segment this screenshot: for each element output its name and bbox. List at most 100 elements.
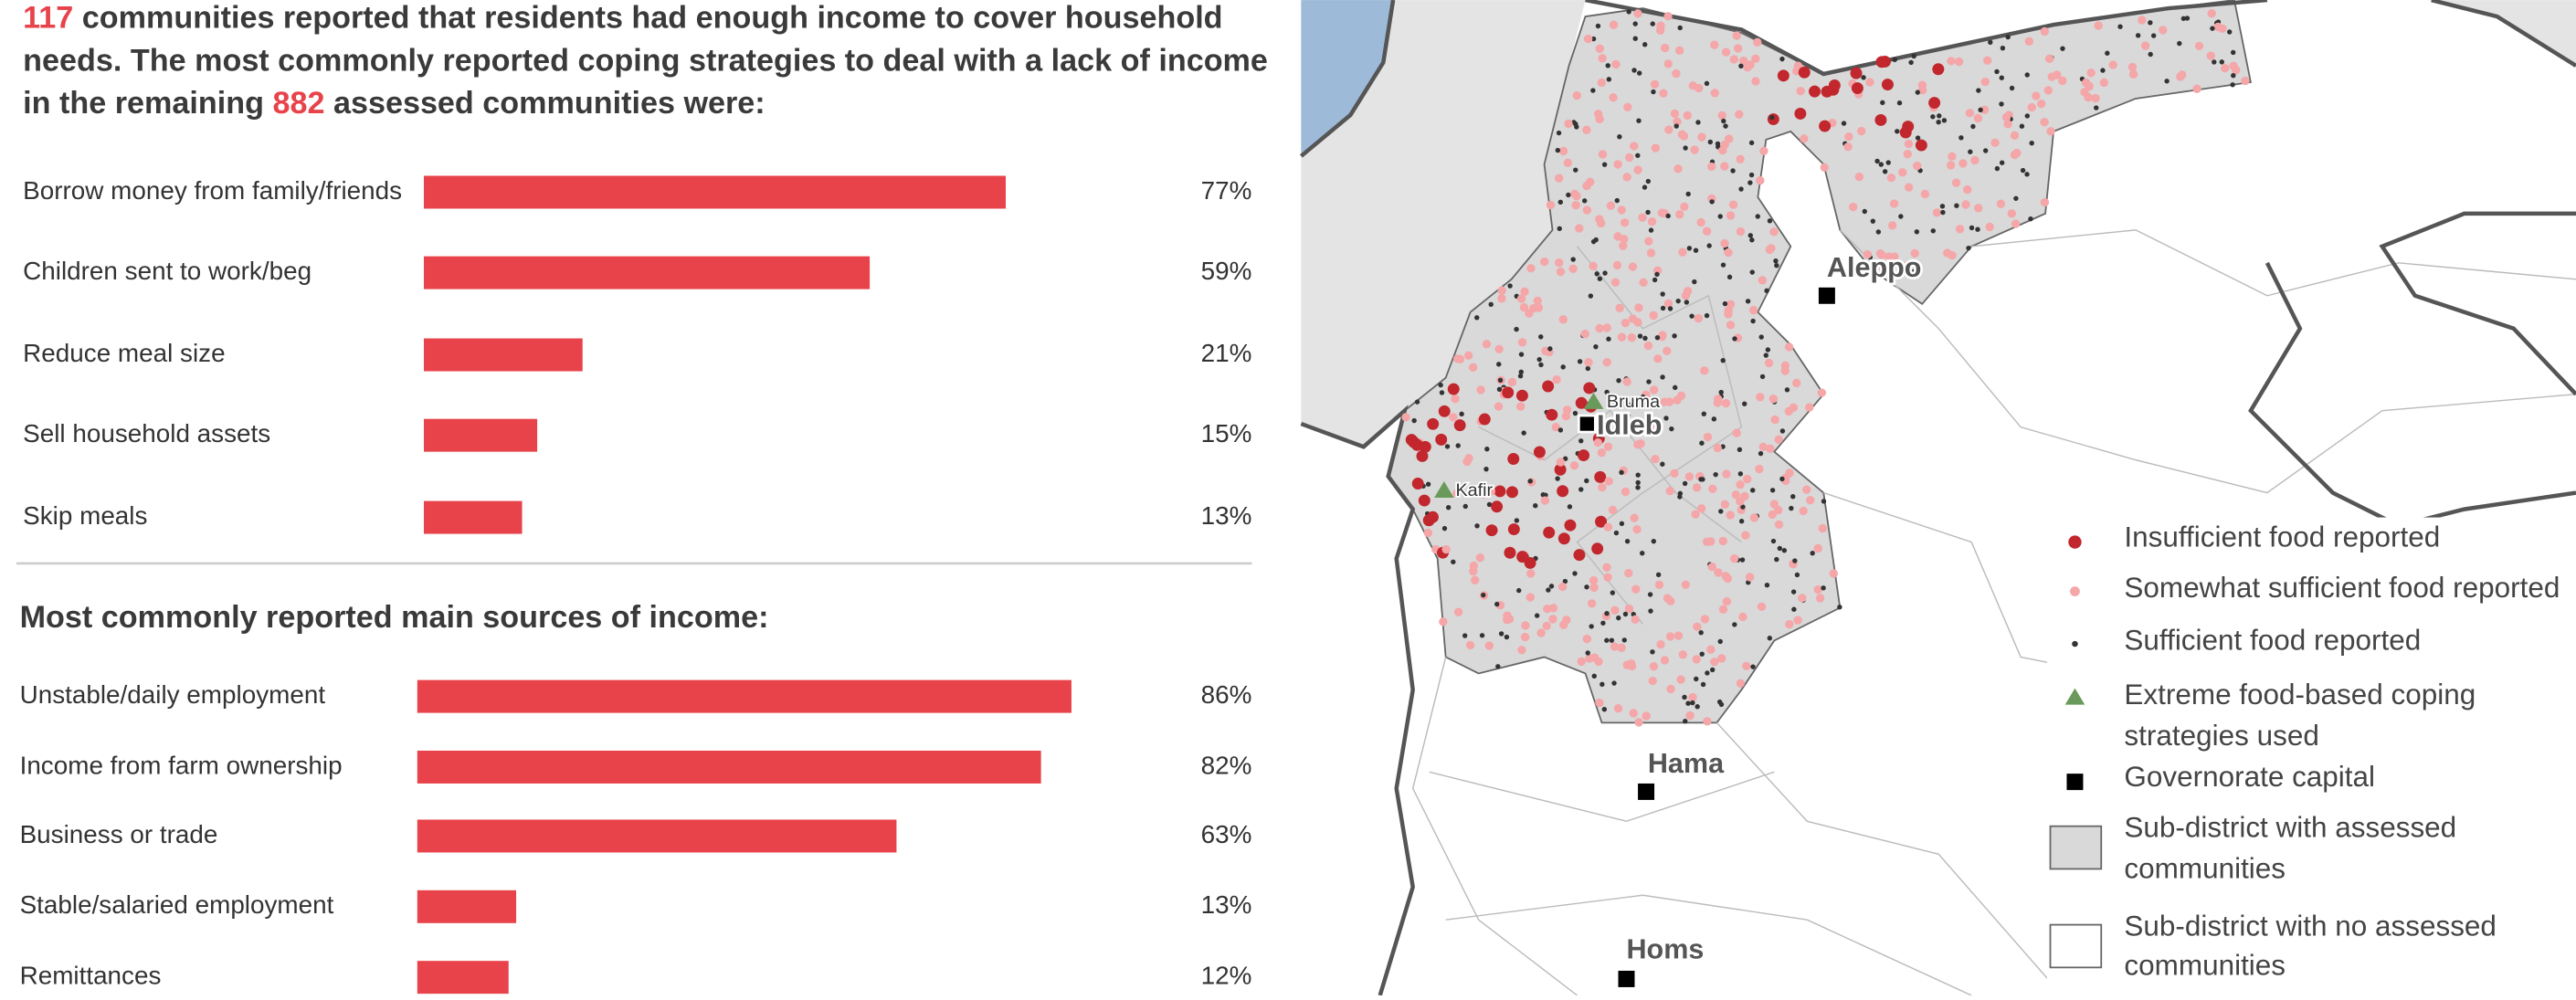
community-dot bbox=[1619, 241, 1628, 250]
legend-label: Sufficient food reported bbox=[2124, 625, 2421, 657]
community-dot bbox=[1799, 506, 1808, 516]
community-dot bbox=[1533, 503, 1538, 509]
community-dot bbox=[2085, 81, 2094, 91]
community-dot bbox=[1665, 486, 1674, 496]
community-dot bbox=[1790, 589, 1797, 595]
community-dot bbox=[1753, 37, 1762, 47]
community-dot bbox=[1638, 213, 1647, 222]
community-dot bbox=[1503, 611, 1512, 620]
community-dot bbox=[1758, 334, 1764, 340]
community-dot bbox=[1700, 615, 1710, 624]
community-dot bbox=[1631, 584, 1641, 594]
community-dot bbox=[1721, 572, 1730, 581]
community-dot bbox=[1688, 692, 1697, 702]
community-dot bbox=[1425, 481, 1431, 487]
community-dot bbox=[1722, 300, 1728, 307]
community-dot bbox=[1968, 149, 1973, 154]
community-dot bbox=[1494, 344, 1504, 354]
community-dot bbox=[1452, 489, 1462, 499]
community-dot bbox=[1582, 125, 1591, 134]
community-dot bbox=[1449, 413, 1458, 422]
highlight-number: 882 bbox=[272, 86, 324, 121]
community-dot bbox=[1703, 432, 1713, 442]
community-dot bbox=[1504, 546, 1516, 559]
community-dot bbox=[1692, 655, 1701, 664]
community-dot bbox=[1659, 89, 1668, 98]
community-dot bbox=[1622, 377, 1631, 386]
place-label: Bruma bbox=[1607, 392, 1660, 412]
community-dot bbox=[1732, 428, 1741, 437]
community-dot bbox=[1690, 700, 1695, 706]
community-dot bbox=[2231, 73, 2236, 79]
community-dot bbox=[1555, 147, 1561, 153]
community-dot bbox=[1820, 163, 1829, 173]
community-dot bbox=[1645, 178, 1652, 184]
community-dot bbox=[1955, 225, 1965, 234]
community-dot bbox=[1578, 449, 1590, 462]
community-dot bbox=[1604, 637, 1610, 643]
community-dot bbox=[1526, 569, 1536, 578]
community-dot bbox=[1650, 79, 1660, 89]
community-dot bbox=[1763, 353, 1769, 358]
community-dot bbox=[1889, 199, 1899, 208]
community-dot bbox=[1875, 229, 1882, 235]
community-dot bbox=[1635, 479, 1641, 486]
community-dot bbox=[1700, 477, 1705, 482]
community-dot bbox=[1589, 624, 1594, 629]
legend-label: Extreme food-based coping bbox=[2124, 679, 2476, 711]
community-dot bbox=[1692, 279, 1697, 285]
community-dot bbox=[1730, 168, 1736, 174]
community-dot bbox=[1547, 346, 1553, 352]
community-dot bbox=[1743, 474, 1752, 484]
community-dot bbox=[2000, 45, 2006, 51]
legend-background bbox=[2046, 517, 2576, 995]
community-dot bbox=[1675, 46, 1684, 56]
community-dot bbox=[1758, 276, 1768, 285]
community-dot bbox=[1548, 615, 1557, 624]
community-dot bbox=[1453, 607, 1463, 616]
community-dot bbox=[1529, 303, 1538, 313]
community-dot bbox=[1604, 477, 1613, 486]
community-dot bbox=[2210, 26, 2215, 31]
community-dot bbox=[1583, 382, 1596, 395]
community-dot bbox=[1621, 487, 1631, 497]
community-dot bbox=[2105, 50, 2110, 56]
community-dot bbox=[2232, 66, 2241, 75]
community-dot bbox=[1785, 468, 1794, 478]
community-dot bbox=[1444, 444, 1451, 449]
community-dot bbox=[1813, 584, 1822, 595]
community-dot bbox=[1930, 114, 1936, 120]
community-dot bbox=[1713, 471, 1718, 478]
community-dot bbox=[1774, 520, 1784, 530]
community-dot bbox=[1556, 130, 1562, 136]
community-dot bbox=[1749, 269, 1755, 275]
community-dot bbox=[1739, 557, 1746, 563]
community-dot bbox=[1555, 258, 1564, 268]
community-dot bbox=[1774, 435, 1783, 444]
community-dot bbox=[2221, 63, 2230, 73]
community-dot bbox=[1577, 359, 1583, 364]
community-dot bbox=[1575, 396, 1588, 409]
community-dot bbox=[1517, 338, 1527, 347]
community-dot bbox=[1736, 226, 1746, 237]
community-dot bbox=[1484, 641, 1494, 650]
community-dot bbox=[1999, 101, 2004, 107]
community-dot bbox=[1610, 605, 1620, 616]
community-dot bbox=[1497, 294, 1506, 303]
community-dot bbox=[1911, 268, 1916, 275]
community-dot bbox=[1932, 63, 1945, 76]
community-dot bbox=[2099, 78, 2109, 88]
legend-label: Somewhat sufficient food reported bbox=[2124, 572, 2560, 604]
community-dot bbox=[1861, 75, 1866, 80]
community-dot bbox=[1486, 501, 1493, 508]
community-dot bbox=[1422, 514, 1435, 527]
community-dot bbox=[1694, 313, 1704, 323]
community-dot bbox=[1728, 200, 1738, 209]
community-dot bbox=[1601, 706, 1608, 712]
legend-label: communities bbox=[2124, 853, 2286, 885]
community-dot bbox=[1794, 572, 1800, 578]
community-dot bbox=[1663, 594, 1673, 603]
community-dot bbox=[1656, 26, 1665, 36]
community-dot bbox=[1606, 336, 1611, 342]
community-dot bbox=[1718, 605, 1728, 614]
